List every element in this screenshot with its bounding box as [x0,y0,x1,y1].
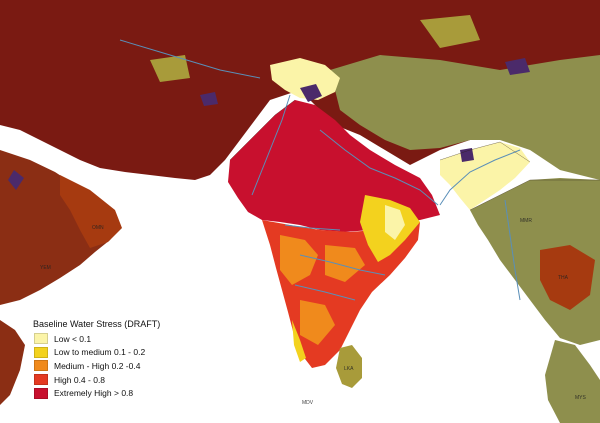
region-oman [60,175,122,248]
legend-item-low: Low < 0.1 [30,332,200,346]
legend-label-low-medium: Low to medium 0.1 - 0.2 [54,347,146,358]
border-1 [229,99,296,161]
region-malaysia [545,340,600,423]
label-malaysia: MYS [575,395,586,401]
border-3 [469,179,600,211]
borders [229,99,600,211]
legend-item-high: High 0.4 - 0.8 [30,373,200,387]
label-thailand: THA [558,275,568,281]
river-krishna [294,284,356,301]
legend-swatch-medium-high [34,360,48,372]
region-kashmir [270,58,340,100]
legend-item-extremely-high: Extremely High > 0.8 [30,386,200,400]
region-tibet [330,55,600,180]
legend-swatch-low [34,333,48,345]
patch-orange-2 [325,245,365,282]
khaki-1 [420,15,480,48]
label-maldives: MDV [302,400,314,406]
landmass-arabia [0,150,120,305]
patch-yellow-southwest [292,320,306,362]
legend-swatch-low-medium [34,346,48,358]
legend-label-high: High 0.4 - 0.8 [54,374,106,385]
landmass-africa [0,320,25,405]
patch-lowyellow-east [385,205,405,240]
purple-5 [200,92,218,106]
legend-label-extremely-high: Extremely High > 0.8 [54,388,134,399]
river-godavari [299,254,386,276]
legend-label-low: Low < 0.1 [54,333,92,344]
label-sri-lanka: LKA [344,366,354,372]
river-north [119,39,261,79]
legend: Baseline Water Stress (DRAFT) Low < 0.1 … [30,319,200,400]
region-south-asia-north [228,100,440,232]
label-oman: OMN [92,225,104,231]
legend-label-medium-high: Medium - High 0.2 -0.4 [54,360,141,371]
legend-swatch-extremely-high [34,387,48,399]
label-yemen: YEM [40,265,51,271]
border-2 [439,141,531,163]
label-myanmar: MMR [520,218,532,224]
legend-item-medium-high: Medium - High 0.2 -0.4 [30,359,200,373]
river-brahmaputra [439,149,521,206]
legend-title: Baseline Water Stress (DRAFT) [33,319,161,329]
region-thailand [540,245,595,310]
patch-orange-3 [300,300,335,345]
river-indus [251,94,291,196]
legend-swatch-high [34,374,48,386]
river-narmada [284,224,341,231]
rivers [119,39,521,301]
purple-1 [300,84,322,102]
purple-4 [8,170,24,190]
khaki-2 [150,55,190,82]
river-irrawaddy [504,199,521,301]
legend-item-low-medium: Low to medium 0.1 - 0.2 [30,346,200,360]
patch-orange-1 [280,235,318,285]
purple-2 [460,148,474,162]
region-sri-lanka [336,345,362,388]
river-ganges [319,129,439,206]
purple-3 [505,58,530,75]
